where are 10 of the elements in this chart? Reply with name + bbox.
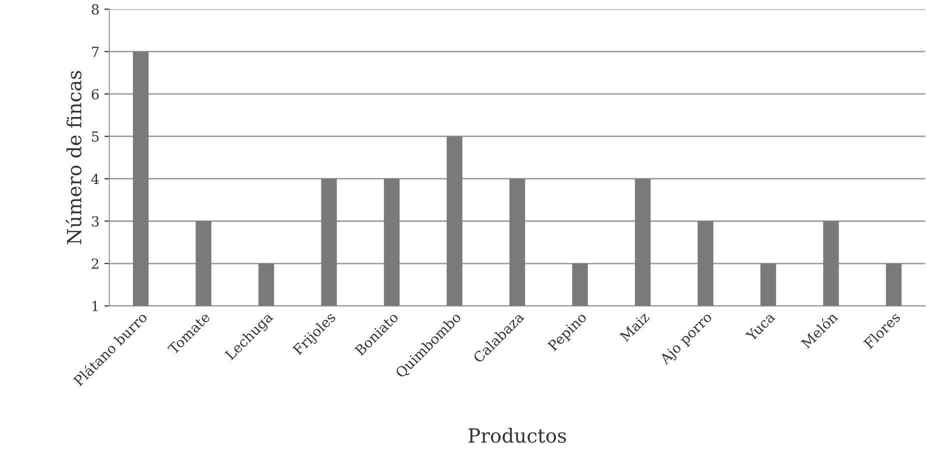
y-tick-label: 6 xyxy=(92,88,99,100)
x-axis-title: Productos xyxy=(468,428,566,443)
y-tick-label: 2 xyxy=(92,258,98,269)
y-tick-label: 3 xyxy=(92,216,99,227)
y-tick-label: 8 xyxy=(92,4,99,15)
y-axis-title: Número de fincas xyxy=(66,70,82,244)
y-tick-label: 5 xyxy=(92,132,99,142)
y-tick-label: 7 xyxy=(92,46,99,57)
y-tick-label: 1 xyxy=(92,300,98,312)
y-tick-label: 4 xyxy=(91,174,99,184)
